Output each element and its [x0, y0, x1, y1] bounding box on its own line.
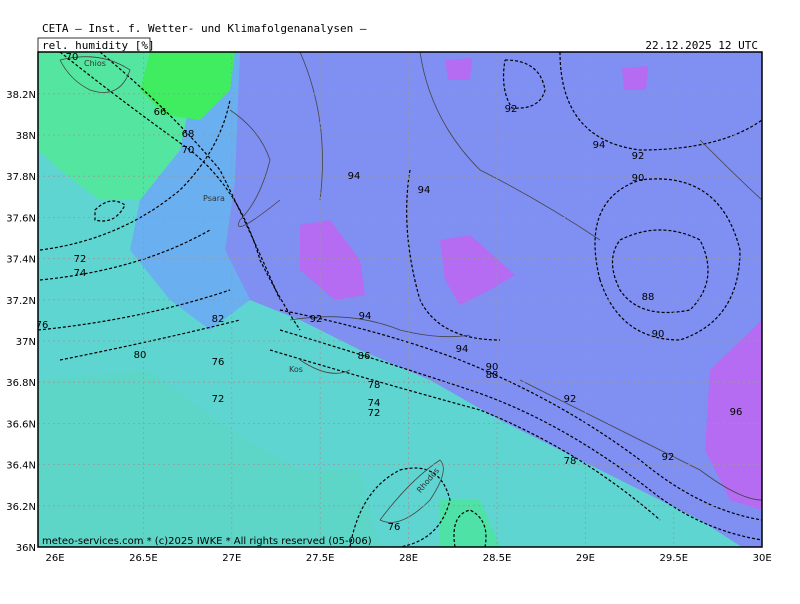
contour	[39, 99, 231, 251]
field-green2	[440, 500, 500, 547]
contour	[279, 309, 762, 521]
lon-label: 26.5E	[129, 553, 158, 564]
contour-label: 72	[74, 254, 87, 265]
contour-label: 72	[368, 408, 381, 419]
lat-label: 38N	[16, 131, 36, 142]
contour	[349, 467, 451, 547]
contour	[269, 349, 661, 521]
contour-label: 72	[212, 394, 225, 405]
variable-label: rel. humidity [%]	[42, 39, 155, 52]
contour-label: 90	[652, 329, 665, 340]
contour-label: 94	[359, 311, 372, 322]
field-purple	[622, 66, 648, 90]
lon-label: 28E	[399, 553, 418, 564]
contour-label: 86	[358, 351, 371, 362]
lat-label: 37.6N	[6, 213, 36, 224]
contour-label: 82	[212, 314, 225, 325]
contour	[99, 52, 281, 301]
contour-label: 76	[388, 522, 401, 533]
contour-label: 92	[662, 452, 675, 463]
contour-label: 94	[593, 140, 606, 151]
lat-label: 36.4N	[6, 461, 36, 472]
coastlines	[59, 52, 762, 523]
lat-label: 37.4N	[6, 255, 36, 266]
field-purple	[440, 235, 515, 305]
header-title: CETA — Inst. f. Wetter- und Klimafolgena…	[42, 22, 367, 35]
contour-label: 66	[154, 107, 167, 118]
contour-label: 88	[642, 292, 655, 303]
coastline	[379, 459, 444, 523]
field-teal	[38, 370, 380, 547]
field-lightblue	[130, 52, 250, 330]
field-purple	[705, 320, 762, 510]
lon-label: 29E	[576, 553, 595, 564]
coastline	[299, 359, 351, 374]
contour-label: 68	[182, 129, 195, 140]
lat-label: 38.2N	[6, 90, 36, 101]
footer: meteo-services.com * (c)2025 IWKE * All …	[42, 536, 372, 547]
contour	[559, 52, 762, 151]
field: 7066687072747680827672949494949294929088…	[36, 52, 762, 547]
contour-label: 90	[632, 173, 645, 184]
coastline	[519, 379, 762, 501]
contour-label: 70	[66, 52, 79, 63]
contour	[94, 200, 126, 222]
lat-label: 36.6N	[6, 419, 36, 430]
lon-label: 27E	[222, 553, 241, 564]
contour	[59, 319, 241, 361]
valid-time: 22.12.2025 12 UTC	[645, 39, 758, 52]
graticule	[38, 52, 762, 547]
lon-label: 26E	[45, 553, 64, 564]
map-frame	[37, 51, 763, 548]
field-green	[140, 52, 235, 120]
coastline	[289, 316, 471, 338]
contour-label: 80	[134, 350, 147, 361]
contour	[279, 329, 762, 541]
lat-label: 36.2N	[6, 502, 36, 513]
contour-label: 92	[505, 104, 518, 115]
lon-label: 28.5E	[483, 553, 512, 564]
lat-label: 36N	[16, 543, 36, 554]
lon-label: 29.5E	[660, 553, 689, 564]
contour-label: 74	[368, 398, 381, 409]
lat-label: 37.2N	[6, 296, 36, 307]
contour-label: 94	[456, 344, 469, 355]
axes: 36N 36.2N 36.4N 36.6N 36.8N 37N 37.2N 37.4N 37.6…	[6, 90, 771, 564]
contour	[594, 178, 741, 341]
lon-label: 30E	[753, 553, 772, 564]
contour-label: 92	[632, 151, 645, 162]
contour-label: 92	[310, 314, 323, 325]
contour-label: 78	[564, 456, 577, 467]
lat-label: 37.8N	[6, 172, 36, 183]
field-purple	[300, 220, 365, 300]
contour	[453, 509, 487, 547]
contour-label: 88	[486, 370, 499, 381]
lon-label: 27.5E	[306, 553, 335, 564]
contour	[611, 229, 709, 314]
contour-label: 94	[418, 185, 431, 196]
contour-label: 70	[182, 145, 195, 156]
contour	[59, 52, 301, 331]
coastline	[229, 109, 281, 228]
place-name: Chios	[84, 59, 106, 68]
contour-label: 76	[212, 357, 225, 368]
lat-label: 37N	[16, 337, 36, 348]
field-purple	[445, 58, 472, 80]
place-name: Psara	[203, 194, 225, 203]
contour-label: 78	[368, 380, 381, 391]
contour	[38, 289, 231, 331]
lat-label: 36.8N	[6, 378, 36, 389]
contour-label: 96	[730, 407, 743, 418]
contour-label: 94	[348, 171, 361, 182]
contour-label: 76	[36, 320, 49, 331]
place-name: Kos	[289, 365, 303, 374]
contour-label: 74	[74, 268, 87, 279]
coastline	[59, 56, 131, 93]
contour-label: 92	[564, 394, 577, 405]
contour-label: 90	[486, 362, 499, 373]
